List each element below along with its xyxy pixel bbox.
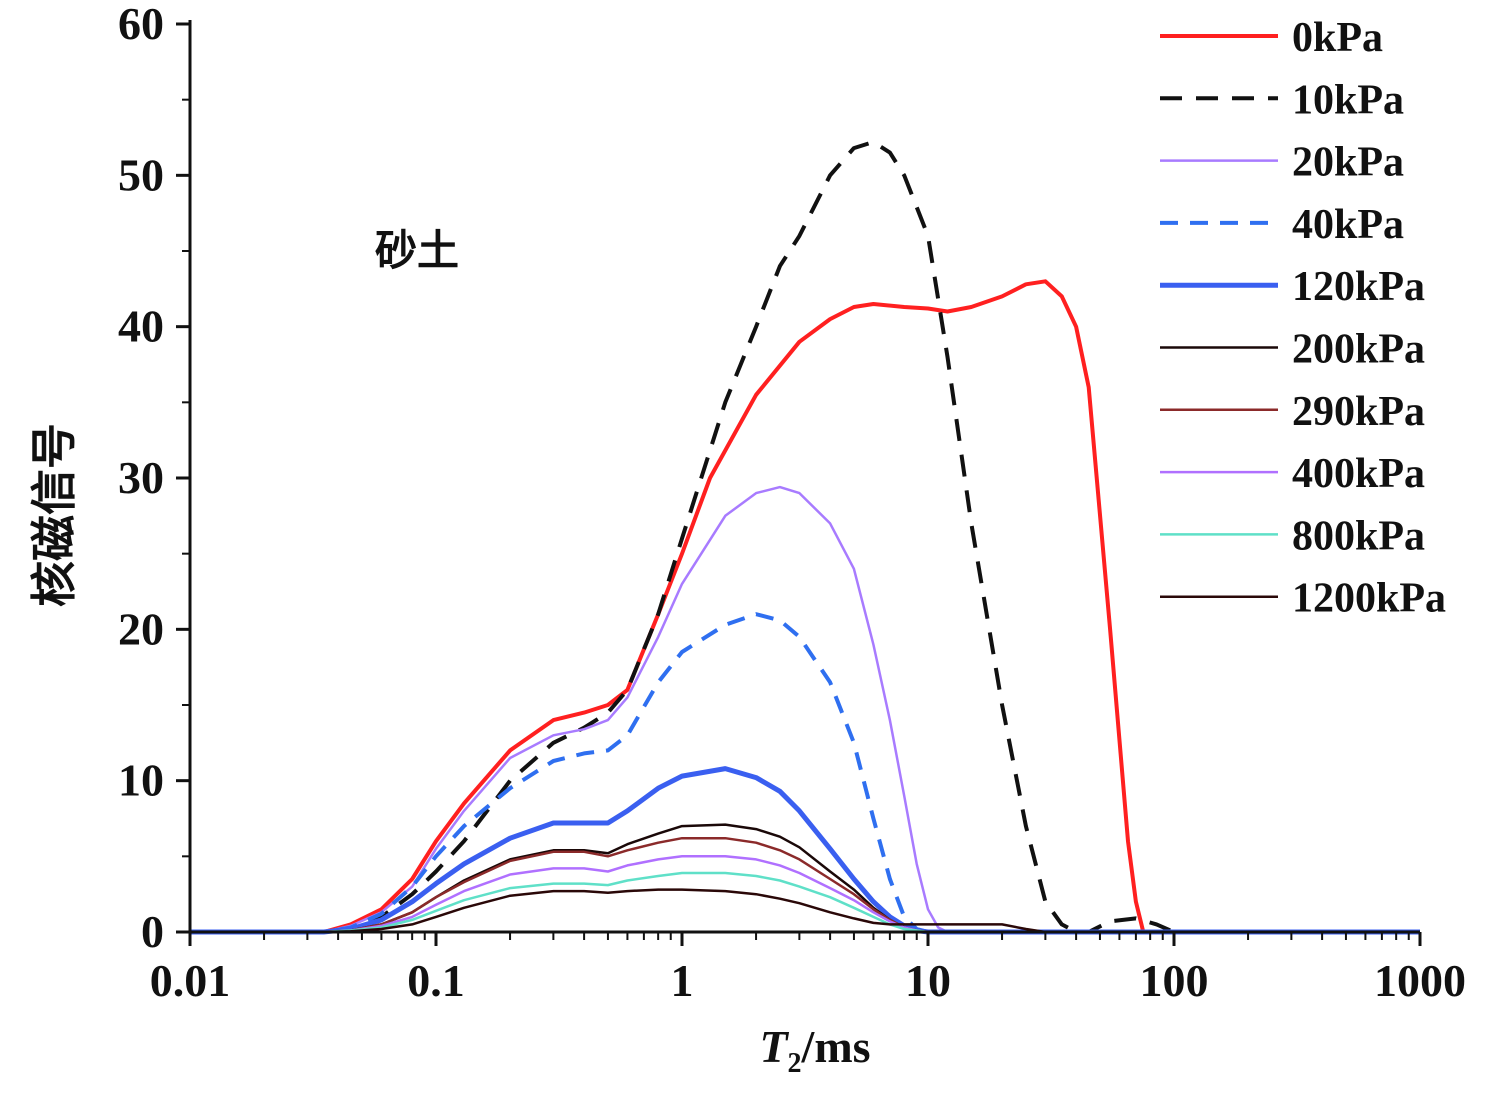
x-tick-label: 0.01 (150, 955, 231, 1006)
y-tick-label: 40 (118, 301, 164, 352)
legend-label-120kPa: 120kPa (1292, 264, 1425, 310)
y-tick-label: 50 (118, 149, 164, 200)
series-line-20kPa (190, 485, 1420, 934)
series-line-1200kPa (190, 888, 1420, 934)
series-line-40kPa (190, 612, 1420, 934)
series-line-290kPa (190, 836, 1420, 934)
series-line-120kPa (190, 766, 1420, 935)
legend-label-290kPa: 290kPa (1292, 389, 1425, 435)
legend-label-0kPa: 0kPa (1292, 15, 1383, 61)
x-axis-title-unit: /ms (801, 1021, 871, 1072)
y-tick-label: 0 (141, 906, 164, 957)
legend-label-10kPa: 10kPa (1292, 77, 1404, 123)
legend-label-400kPa: 400kPa (1292, 451, 1425, 497)
legend-label-40kPa: 40kPa (1292, 202, 1404, 248)
series-line-10kPa (190, 140, 1420, 934)
series-line-0kPa (190, 279, 1420, 934)
legend-label-200kPa: 200kPa (1292, 327, 1425, 373)
y-tick-label: 10 (118, 755, 164, 806)
x-tick-label: 1000 (1374, 955, 1466, 1006)
x-tick-label: 0.1 (407, 955, 465, 1006)
x-axis-title-sub: 2 (788, 1048, 802, 1079)
series-lines (190, 140, 1420, 935)
x-tick-label: 10 (905, 955, 951, 1006)
y-ticks: 0 10 20 30 40 50 60 (118, 0, 190, 957)
axes (188, 20, 1420, 934)
legend-label-1200kPa: 1200kPa (1292, 576, 1446, 622)
legend: 0kPa 10kPa 20kPa 40kPa 120kPa 200kPa 290kPa 400… (1160, 15, 1446, 622)
y-tick-label: 60 (118, 0, 164, 49)
legend-label-20kPa: 20kPa (1292, 140, 1404, 186)
series-line-400kPa (190, 855, 1420, 934)
x-tick-label: 100 (1140, 955, 1209, 1006)
x-tick-label: 1 (671, 955, 694, 1006)
y-axis-title: 核磁信号 (29, 423, 80, 607)
x-axis-title: T2/ms (759, 1021, 870, 1079)
annotation-label: 砂土 (375, 226, 459, 275)
y-tick-label: 20 (118, 603, 164, 654)
x-axis-title-main: T (759, 1021, 789, 1072)
legend-label-800kPa: 800kPa (1292, 513, 1425, 559)
y-tick-label: 30 (118, 452, 164, 503)
x-ticks: 0.01 0.1 1 10 100 1000 (150, 932, 1466, 1006)
